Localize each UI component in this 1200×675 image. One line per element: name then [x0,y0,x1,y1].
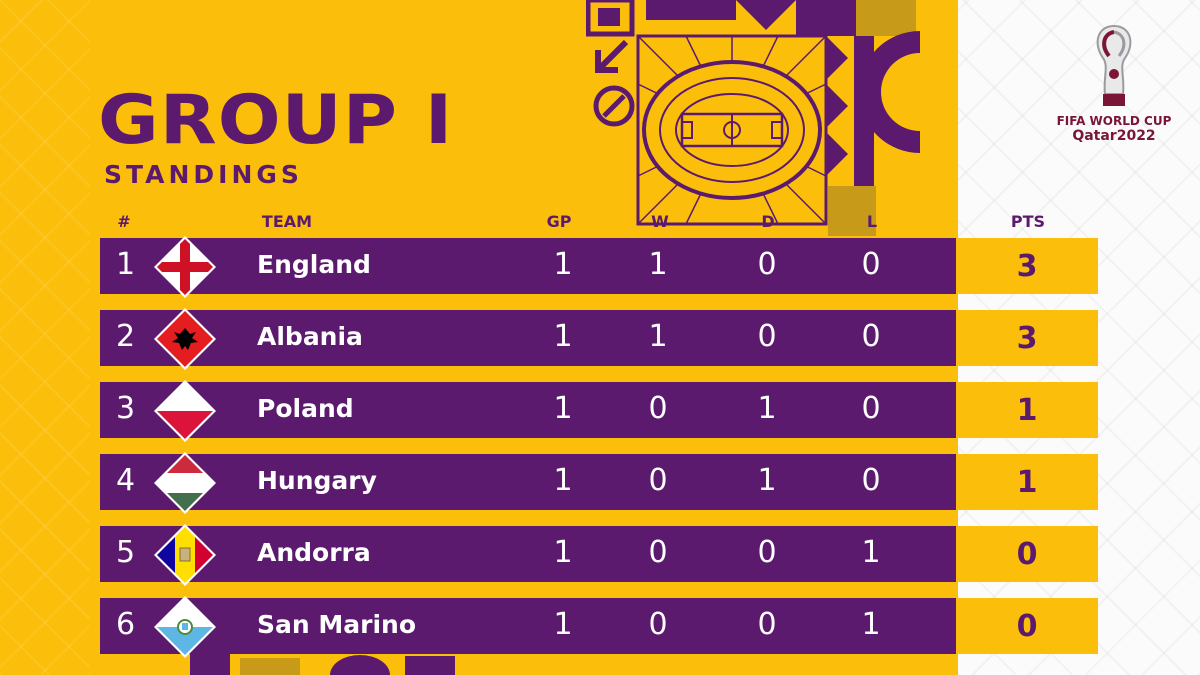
row-gp: 1 [553,535,573,570]
row-w: 0 [648,607,668,642]
row-l: 0 [861,463,881,498]
row-team: Albania [257,322,363,351]
table-row: 3 Poland 1 0 1 0 [100,380,956,442]
san-marino-flag-icon [154,596,216,658]
row-gp: 1 [553,391,573,426]
row-pts: 0 [956,598,1098,654]
page-title: GROUP I [98,80,454,160]
header-gp: GP [546,212,572,231]
header-l: L [866,212,878,231]
row-team: Poland [257,394,354,423]
row-team: England [257,250,371,279]
row-gp: 1 [553,607,573,642]
table-row: 2 Albania 1 1 0 0 [100,308,956,370]
trophy-icon [1096,24,1132,106]
row-pts: 0 [956,526,1098,582]
row-w: 0 [648,391,668,426]
page-subtitle: STANDINGS [104,160,303,189]
table-row: 5 Andorra 1 0 0 1 [100,524,956,586]
row-d: 0 [757,607,777,642]
row-l: 0 [861,247,881,282]
table-row: 6 San Marino 1 0 0 1 [100,596,956,658]
header-pts: PTS [1010,212,1046,231]
row-gp: 1 [553,463,573,498]
row-l: 0 [861,391,881,426]
england-flag-icon [154,236,216,298]
table-row: 1 England 1 1 0 0 [100,236,956,298]
row-rank: 2 [116,319,136,354]
row-rank: 4 [116,463,136,498]
row-team: San Marino [257,610,416,639]
table-row: 4 Hungary 1 0 1 0 [100,452,956,514]
header-d: D [761,212,775,231]
andorra-flag-icon [154,524,216,586]
header-rank: # [117,212,131,231]
row-l: 0 [861,319,881,354]
row-rank: 3 [116,391,136,426]
row-l: 1 [861,535,881,570]
row-rank: 6 [116,607,136,642]
row-team: Hungary [257,466,377,495]
row-w: 1 [648,247,668,282]
hungary-flag-icon [154,452,216,514]
row-l: 1 [861,607,881,642]
decorative-pattern-bottom [190,654,455,675]
row-pts: 3 [956,310,1098,366]
row-rank: 5 [116,535,136,570]
poland-flag-icon [154,380,216,442]
background-pattern-left [0,0,90,675]
row-team: Andorra [257,538,371,567]
row-pts: 1 [956,382,1098,438]
row-gp: 1 [553,247,573,282]
row-w: 0 [648,535,668,570]
albania-flag-icon [154,308,216,370]
decorative-pattern [586,0,921,236]
row-pts: 1 [956,454,1098,510]
row-w: 1 [648,319,668,354]
row-w: 0 [648,463,668,498]
row-d: 0 [757,319,777,354]
world-cup-logo: FIFA WORLD CUP Qatar2022 [1054,22,1174,144]
row-rank: 1 [116,247,136,282]
row-d: 0 [757,535,777,570]
row-d: 0 [757,247,777,282]
header-w: W [651,212,669,231]
row-pts: 3 [956,238,1098,294]
row-gp: 1 [553,319,573,354]
logo-text-line1: FIFA WORLD CUP [1056,114,1172,128]
header-team: TEAM [261,212,313,231]
row-d: 1 [757,463,777,498]
row-d: 1 [757,391,777,426]
logo-text-line2: Qatar2022 [1072,128,1156,144]
